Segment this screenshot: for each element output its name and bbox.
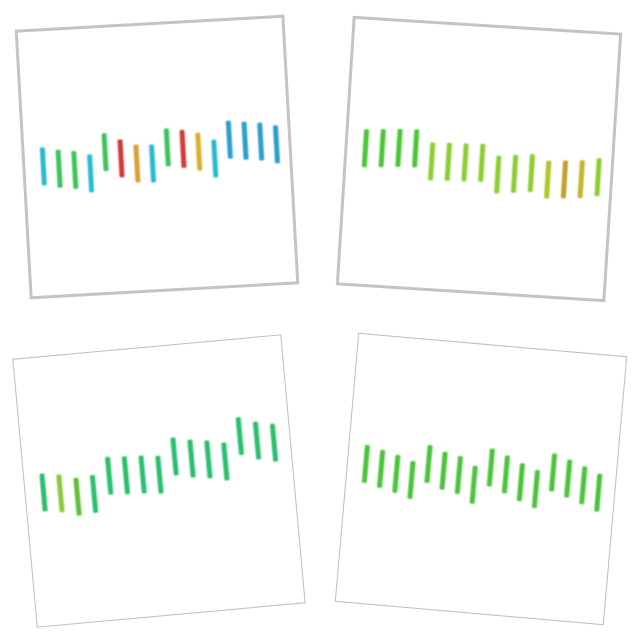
bar-bottom-left-14 xyxy=(252,421,262,460)
bar-bottom-left-8 xyxy=(155,455,164,494)
bar-top-right-1 xyxy=(361,129,370,168)
panel-bottom-left xyxy=(12,334,306,628)
panel-top-right xyxy=(335,15,623,303)
bar-bottom-left-2 xyxy=(56,474,65,513)
bar-top-right-10 xyxy=(510,154,519,193)
bar-top-left-3 xyxy=(71,150,79,190)
bar-pattern-top-left xyxy=(39,120,280,193)
bar-bottom-left-6 xyxy=(121,456,131,495)
bar-top-left-5 xyxy=(101,133,109,172)
bar-bottom-right-2 xyxy=(377,449,386,488)
bar-bottom-right-3 xyxy=(392,454,401,493)
bar-bottom-right-16 xyxy=(594,473,603,512)
bar-top-left-14 xyxy=(241,121,249,160)
bar-top-right-4 xyxy=(412,129,420,168)
bar-top-left-6 xyxy=(117,139,125,178)
bar-top-right-14 xyxy=(577,160,585,199)
bar-top-right-2 xyxy=(378,129,386,168)
bar-top-right-8 xyxy=(478,143,486,182)
bar-bottom-right-6 xyxy=(439,451,448,490)
bar-top-right-3 xyxy=(395,128,403,167)
bar-bottom-left-10 xyxy=(187,439,196,478)
bar-top-left-10 xyxy=(179,129,187,168)
bar-bottom-right-10 xyxy=(501,455,510,494)
bar-bottom-right-9 xyxy=(486,448,495,487)
bar-bottom-left-11 xyxy=(204,440,213,479)
bar-bottom-left-3 xyxy=(73,477,82,516)
bar-bottom-right-11 xyxy=(516,463,525,502)
bar-bottom-right-13 xyxy=(549,453,558,492)
bar-bottom-left-9 xyxy=(170,437,179,476)
bar-bottom-left-13 xyxy=(235,417,244,456)
bar-top-left-7 xyxy=(133,144,141,183)
bar-bottom-right-8 xyxy=(469,465,478,504)
bar-bottom-right-4 xyxy=(407,460,416,499)
bar-pattern-bottom-left xyxy=(39,417,279,516)
bar-bottom-left-12 xyxy=(221,442,230,481)
bar-top-right-6 xyxy=(444,142,452,181)
bar-top-left-16 xyxy=(273,125,280,164)
bar-top-right-13 xyxy=(560,160,569,199)
bar-top-left-11 xyxy=(195,132,203,171)
panel-top-left xyxy=(14,14,300,300)
bar-top-right-5 xyxy=(428,142,436,181)
bar-top-right-15 xyxy=(594,158,602,197)
panel-bottom-right xyxy=(334,332,628,626)
bar-bottom-right-1 xyxy=(361,444,370,483)
bar-top-left-13 xyxy=(225,120,233,159)
bar-top-left-9 xyxy=(163,128,171,167)
bar-top-left-8 xyxy=(149,144,157,183)
bar-bottom-left-1 xyxy=(39,473,48,512)
bar-pattern-bottom-right xyxy=(361,444,603,512)
bar-top-left-1 xyxy=(39,147,47,186)
bar-top-right-11 xyxy=(527,154,535,193)
bar-top-right-7 xyxy=(461,143,469,182)
bar-bottom-left-7 xyxy=(138,455,147,494)
bar-bottom-right-14 xyxy=(564,459,573,498)
bar-bottom-left-4 xyxy=(89,474,99,513)
bar-pattern-top-right xyxy=(361,128,602,199)
bar-bottom-right-5 xyxy=(424,444,433,483)
bar-top-left-4 xyxy=(87,154,95,193)
bar-bottom-left-5 xyxy=(105,456,114,495)
bar-bottom-left-15 xyxy=(269,423,279,462)
bar-bottom-right-7 xyxy=(454,456,463,495)
bar-bottom-right-15 xyxy=(579,466,588,505)
bar-bottom-right-12 xyxy=(531,470,540,509)
bar-top-right-12 xyxy=(544,160,552,199)
bar-top-left-15 xyxy=(257,122,265,161)
bar-top-right-9 xyxy=(494,155,502,194)
bar-top-left-2 xyxy=(55,149,63,188)
bar-top-left-12 xyxy=(211,139,219,178)
